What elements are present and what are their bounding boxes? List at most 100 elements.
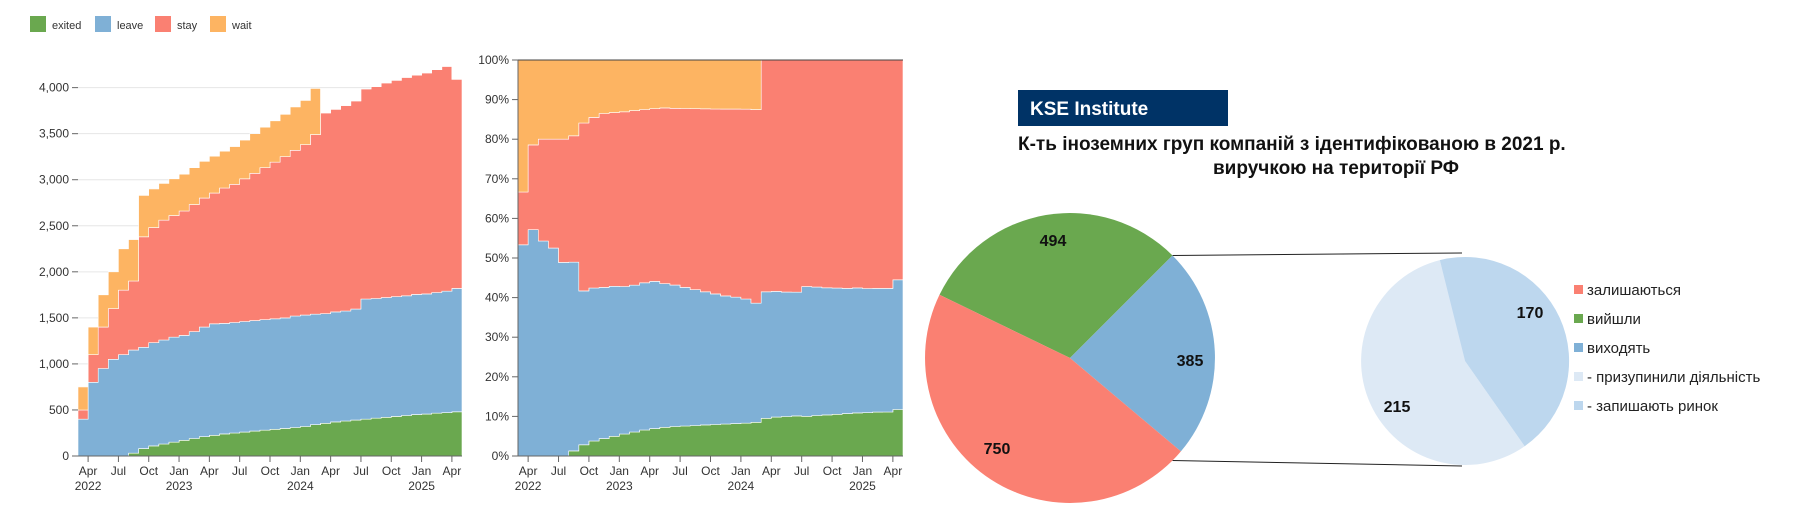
pie-slice-exited — [939, 213, 1173, 358]
kse-legend-swatch — [1574, 401, 1583, 410]
c1-xtick-label: Oct — [382, 464, 401, 478]
c1-areas — [77, 66, 463, 457]
breakdown-slice-suspended — [1361, 260, 1525, 465]
c2-xtick-label: Oct — [701, 464, 720, 478]
pie-slice-leaving — [1070, 255, 1215, 452]
c1-ytick-label: 1,000 — [39, 357, 69, 371]
breakdown-value-label: 170 — [1517, 305, 1544, 322]
connector-line-top — [1172, 252, 1463, 256]
kse-legend-label: вийшли — [1587, 311, 1641, 328]
kse-title-line1: К-ть іноземних груп компаній з ідентифік… — [1018, 134, 1566, 155]
breakdown-slice-exiting-market — [1439, 256, 1570, 447]
c1-y-axis: 0 500 1,000 1,500 2,000 2,500 3,000 3,500 4,000 — [39, 81, 78, 463]
breakdown-pie: 170 215 — [1361, 256, 1570, 465]
c2-x-axis: Apr Jul Oct Jan Apr Jul Oct Jan Apr Jul Oct Jan Apr2… — [515, 455, 903, 493]
c2-xtick-label: Oct — [823, 464, 842, 478]
c2-ytick-label: 20% — [485, 370, 509, 384]
c1-xtick-label: Apr — [79, 464, 98, 478]
c2-ytick-label: 60% — [485, 211, 509, 225]
c2-year-label: 2023 — [606, 479, 633, 493]
c2-ytick-label: 90% — [485, 93, 509, 107]
c1-xtick-label: Apr — [321, 464, 340, 478]
kse-legend-swatch — [1574, 372, 1583, 381]
pie-value-label: 385 — [1177, 353, 1204, 370]
c1-xtick-label: Oct — [139, 464, 158, 478]
kse-title-line2: виручкою на території РФ — [1213, 158, 1459, 179]
c1-year-label: 2023 — [166, 479, 193, 493]
absolute-count-chart: 05001,0001,5002,0002,5003,0003,5004,000 … — [39, 66, 463, 493]
c2-y-axis: 0% 10% 20% 30% 40% 50% 60% 70% 80% 90% 100% — [478, 53, 519, 463]
c2-xtick-label: Apr — [640, 464, 659, 478]
legend-label-stay: stay — [177, 20, 198, 32]
c2-ytick-label: 30% — [485, 330, 509, 344]
kse-legend-label: виходять — [1587, 340, 1650, 357]
c1-area-wait — [77, 66, 463, 411]
c1-xtick-label: Oct — [261, 464, 280, 478]
c1-xtick-label: Apr — [443, 464, 462, 478]
c2-year-label: 2024 — [728, 479, 755, 493]
pie-connector-lines — [1172, 252, 1463, 467]
c1-ytick-label: 4,000 — [39, 81, 69, 95]
pie-value-label: 494 — [1040, 233, 1067, 250]
c1-xtick-label: Jan — [291, 464, 310, 478]
kse-legend-swatch — [1574, 285, 1583, 294]
c2-ytick-label: 80% — [485, 132, 509, 146]
c2-ytick-label: 10% — [485, 409, 509, 423]
c2-xtick-label: Apr — [762, 464, 781, 478]
c1-ytick-label: 3,500 — [39, 127, 69, 141]
c1-xtick-label: Jul — [111, 464, 126, 478]
legend: exited leave stay wait — [30, 16, 252, 32]
c2-xtick-label: Apr — [884, 464, 903, 478]
c2-xtick-label: Jul — [672, 464, 687, 478]
breakdown-value-label: 215 — [1384, 399, 1411, 416]
c2-xtick-label: Jul — [794, 464, 809, 478]
c2-xtick-label: Jan — [610, 464, 629, 478]
connector-line-bottom — [1172, 460, 1463, 467]
kse-legend-label: залишаються — [1587, 282, 1681, 299]
kse-legend: залишаються вийшли виходять - призупинили д… — [1574, 282, 1760, 415]
legend-label-leave: leave — [117, 20, 143, 32]
kse-pie-figure: KSE Institute К-ть іноземних груп компан… — [925, 90, 1760, 503]
kse-legend-swatch — [1574, 314, 1583, 323]
c1-xtick-label: Jan — [169, 464, 188, 478]
c2-year-label: 2022 — [515, 479, 542, 493]
pie-slice-staying — [925, 294, 1181, 503]
c1-year-label: 2022 — [75, 479, 102, 493]
c1-ytick-label: 3,000 — [39, 173, 69, 187]
c1-xtick-label: Apr — [200, 464, 219, 478]
c2-xtick-label: Oct — [580, 464, 599, 478]
c1-xtick-label: Jul — [232, 464, 247, 478]
legend-label-wait: wait — [231, 20, 252, 32]
legend-label-exited: exited — [52, 20, 81, 32]
c2-xtick-label: Apr — [519, 464, 538, 478]
legend-swatch-leave — [95, 16, 111, 32]
legend-swatch-stay — [155, 16, 171, 32]
kse-legend-label: - запишають ринок — [1587, 398, 1718, 415]
pie-value-label: 750 — [984, 441, 1011, 458]
c2-xtick-label: Jan — [853, 464, 872, 478]
c1-ytick-label: 500 — [49, 403, 69, 417]
c2-year-label: 2025 — [849, 479, 876, 493]
c2-ytick-label: 0% — [492, 449, 510, 463]
c1-year-label: 2025 — [408, 479, 435, 493]
main-pie: 494 385 750 — [925, 213, 1215, 503]
c1-xtick-label: Jan — [412, 464, 431, 478]
kse-legend-label: - призупинили діяльність — [1587, 369, 1760, 386]
c1-year-label: 2024 — [287, 479, 314, 493]
c2-ytick-label: 50% — [485, 251, 509, 265]
c1-ytick-label: 2,500 — [39, 219, 69, 233]
kse-logo-box — [1018, 90, 1228, 126]
kse-legend-swatch — [1574, 343, 1583, 352]
c1-ytick-label: 2,000 — [39, 265, 69, 279]
c1-xtick-label: Jul — [353, 464, 368, 478]
c2-xtick-label: Jul — [551, 464, 566, 478]
c1-ytick-label: 1,500 — [39, 311, 69, 325]
c2-areas — [517, 59, 904, 457]
legend-swatch-exited — [30, 16, 46, 32]
c1-ytick-label: 0 — [62, 449, 69, 463]
legend-swatch-wait — [210, 16, 226, 32]
c2-ytick-label: 40% — [485, 291, 509, 305]
c2-ytick-label: 100% — [478, 53, 509, 67]
c2-xtick-label: Jan — [731, 464, 750, 478]
